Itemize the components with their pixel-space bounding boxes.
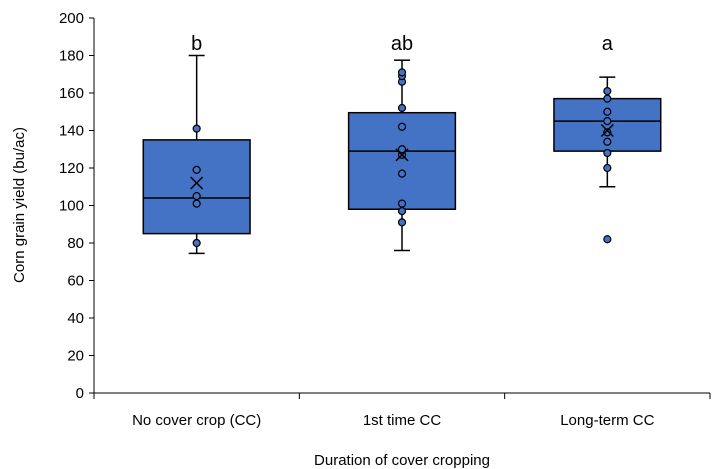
data-point — [192, 124, 201, 133]
x-category-label: Long-term CC — [560, 412, 654, 429]
data-point — [603, 117, 612, 126]
mean-marker — [395, 148, 409, 162]
data-point — [192, 192, 201, 201]
box-group-1: b — [142, 33, 251, 255]
x-category-label: No cover crop (CC) — [132, 412, 261, 429]
y-tick-label: 60 — [67, 273, 84, 290]
y-tick-label: 160 — [59, 85, 84, 102]
data-point — [192, 199, 201, 208]
data-point — [603, 107, 612, 116]
box-group-3: a — [553, 33, 662, 244]
y-tick-label: 180 — [59, 48, 84, 65]
data-point — [603, 137, 612, 146]
mean-marker — [600, 123, 614, 138]
data-point — [603, 94, 612, 103]
y-tick-label: 120 — [59, 160, 84, 177]
x-axis: No cover crop (CC) 1st time CC Long-term C… — [93, 392, 711, 429]
data-point — [397, 68, 407, 77]
data-point — [603, 148, 612, 158]
data-point — [603, 128, 612, 137]
x-category-label: 1st time CC — [363, 412, 442, 429]
box-series: b ab a — [142, 33, 662, 255]
data-point — [603, 163, 612, 173]
data-point — [397, 122, 407, 131]
data-point — [397, 207, 407, 216]
y-tick-label: 20 — [67, 348, 84, 365]
y-axis: 0 20 40 60 80 100 120 140 160 180 200 — [59, 10, 95, 402]
data-point — [603, 235, 612, 244]
data-point — [397, 218, 407, 227]
y-axis-title: Corn grain yield (bu/ac) — [11, 127, 28, 283]
data-point — [603, 87, 612, 96]
data-point — [192, 238, 201, 248]
iqr-box — [142, 139, 251, 235]
y-tick-label: 140 — [59, 123, 84, 140]
significance-letter: a — [602, 33, 614, 55]
box-group-2: ab — [347, 33, 457, 252]
x-axis-title: Duration of cover cropping — [314, 452, 490, 469]
y-tick-label: 80 — [67, 235, 84, 252]
data-point — [192, 165, 201, 174]
data-point — [397, 199, 407, 208]
y-tick-label: 40 — [67, 310, 84, 327]
significance-letter: b — [191, 33, 202, 55]
y-tick-label: 200 — [59, 10, 84, 27]
data-point — [397, 103, 407, 113]
y-tick-label: 100 — [59, 198, 84, 215]
data-point — [397, 145, 407, 154]
axis-titles: Corn grain yield (bu/ac) Duration of cov… — [11, 127, 490, 469]
mean-marker — [190, 176, 204, 190]
y-tick-label: 0 — [76, 385, 84, 402]
data-point — [397, 169, 407, 178]
significance-letter: ab — [391, 33, 413, 55]
